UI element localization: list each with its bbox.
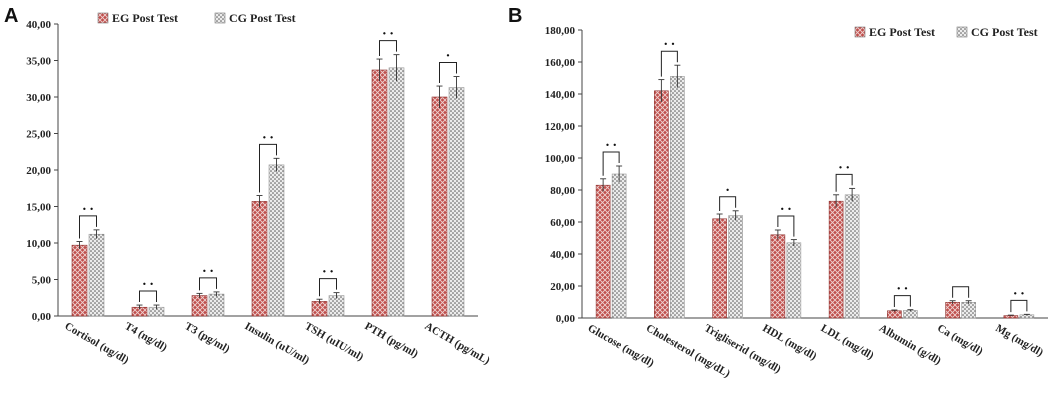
category-label-b: LDL (mg/dl) <box>819 322 876 362</box>
significance-marker-a: • • <box>382 30 394 39</box>
bar-cg-a <box>88 233 105 317</box>
significance-marker-a: • <box>446 52 451 61</box>
bar-eg-b <box>712 218 727 319</box>
y-tick-label-a: 5,00 <box>32 275 52 287</box>
bar-eg-b <box>770 234 786 319</box>
bar-cg-b <box>844 194 860 319</box>
significance-marker-b: • • <box>1013 289 1025 298</box>
significance-bracket-b <box>835 173 853 192</box>
significance-marker-b: • • <box>605 141 617 150</box>
y-tick-label-b: 160,00 <box>545 57 576 69</box>
category-label-a: T4 (ng/dl) <box>123 320 170 354</box>
significance-bracket-a <box>439 62 457 84</box>
bar-cg-a <box>388 67 405 317</box>
legend-label-cg-a: CG Post Test <box>229 11 296 25</box>
y-tick-label-b: 40,00 <box>550 249 575 261</box>
panel-b: B 0,00 20,00 40,00 60,00 80,00 100,00 120,00 140… <box>508 5 1048 380</box>
significance-bracket-a <box>319 278 337 297</box>
significance-marker-b: • • <box>780 205 792 214</box>
bar-eg-b <box>887 310 902 319</box>
legend-label-eg-b: EG Post Test <box>869 25 935 39</box>
bar-cg-b <box>611 173 627 319</box>
y-tick-label-a: 20,00 <box>26 165 51 177</box>
category-label-a: Cortisol (ug/dl) <box>63 320 131 366</box>
significance-marker-a: • • <box>202 267 214 276</box>
y-tick-label-a: 0,00 <box>32 311 52 323</box>
y-tick-label-b: 120,00 <box>545 121 576 133</box>
legend-swatch-cg-a <box>214 12 226 24</box>
significance-bracket-a <box>79 215 97 239</box>
legend-swatch-eg-b <box>854 26 866 38</box>
significance-marker-b: • <box>725 186 730 195</box>
panel-letter-b: B <box>508 5 522 27</box>
bar-cg-b <box>961 302 976 319</box>
category-label-b: Albumin (g/dl) <box>877 322 943 367</box>
legend-swatch-eg-a <box>97 12 109 24</box>
significance-bracket-b <box>893 295 911 307</box>
category-label-a: ACTH (pg/mL) <box>423 320 493 367</box>
y-tick-label-a: 30,00 <box>26 92 51 104</box>
y-tick-label-a: 10,00 <box>26 238 51 250</box>
significance-bracket-a <box>379 40 397 57</box>
bar-cg-a <box>268 164 285 317</box>
y-tick-label-b: 100,00 <box>545 153 576 165</box>
bar-eg-b <box>828 200 844 319</box>
bar-eg-b <box>654 90 669 319</box>
bar-cg-a <box>208 293 225 317</box>
category-label-a: T3 (pg/ml) <box>183 320 232 355</box>
category-label-a: PTH (pg/ml) <box>363 320 421 360</box>
category-label-a: TSH (uIU/ml) <box>303 320 366 363</box>
category-label-b: Ca (mg/dl) <box>935 322 985 358</box>
significance-marker-b: • • <box>896 285 908 294</box>
legend-label-cg-b: CG Post Test <box>971 25 1038 39</box>
legend-label-eg-a: EG Post Test <box>112 11 178 25</box>
y-tick-label-b: 180,00 <box>545 25 576 37</box>
significance-marker-b: • • <box>663 40 675 49</box>
significance-bracket-b <box>602 151 620 176</box>
bar-cg-a <box>448 87 465 317</box>
significance-bracket-b <box>952 286 970 298</box>
y-tick-label-a: 25,00 <box>26 129 51 141</box>
significance-marker-a: • • <box>142 280 154 289</box>
y-tick-label-b: 80,00 <box>550 185 575 197</box>
significance-bracket-b <box>719 196 737 211</box>
bar-cg-b <box>670 76 685 319</box>
y-tick-label-a: 40,00 <box>26 19 51 31</box>
bar-eg-a <box>191 295 208 317</box>
significance-marker-a: • • <box>322 268 334 277</box>
bar-eg-b <box>945 302 960 319</box>
y-tick-label-b: 60,00 <box>550 217 575 229</box>
bar-eg-a <box>71 244 88 317</box>
y-tick-label-a: 15,00 <box>26 202 51 214</box>
legend-swatch-cg-b <box>956 26 968 38</box>
bar-eg-a <box>371 69 388 317</box>
bar-cg-a <box>328 295 345 317</box>
significance-bracket-b <box>777 215 795 237</box>
bar-eg-a <box>251 201 268 317</box>
y-tick-label-b: 140,00 <box>545 89 576 101</box>
significance-bracket-b <box>1010 299 1028 313</box>
significance-marker-a: • • <box>82 205 94 214</box>
y-tick-label-b: 0,00 <box>556 313 576 325</box>
significance-marker-a: • • <box>262 133 274 142</box>
significance-bracket-b <box>660 50 678 77</box>
bar-eg-b <box>595 184 611 319</box>
category-label-b: Mg (mg/dl) <box>993 322 1045 359</box>
category-label-a: Insulin (uU/ml) <box>243 320 312 367</box>
bar-eg-a <box>431 96 448 317</box>
significance-marker-b: • • <box>838 163 850 172</box>
bar-cg-b <box>903 310 918 319</box>
panel-a: A 0,00 5,00 10,00 15,00 20,00 25,00 30,00 35,00 4… <box>4 5 492 367</box>
significance-bracket-a <box>199 277 217 291</box>
significance-bracket-a <box>139 290 157 303</box>
significance-bracket-a <box>259 143 277 193</box>
bar-cg-b <box>728 215 743 319</box>
bar-cg-b <box>786 242 802 319</box>
panel-letter-a: A <box>4 5 18 27</box>
y-tick-label-b: 20,00 <box>550 281 575 293</box>
y-tick-label-a: 35,00 <box>26 56 51 68</box>
